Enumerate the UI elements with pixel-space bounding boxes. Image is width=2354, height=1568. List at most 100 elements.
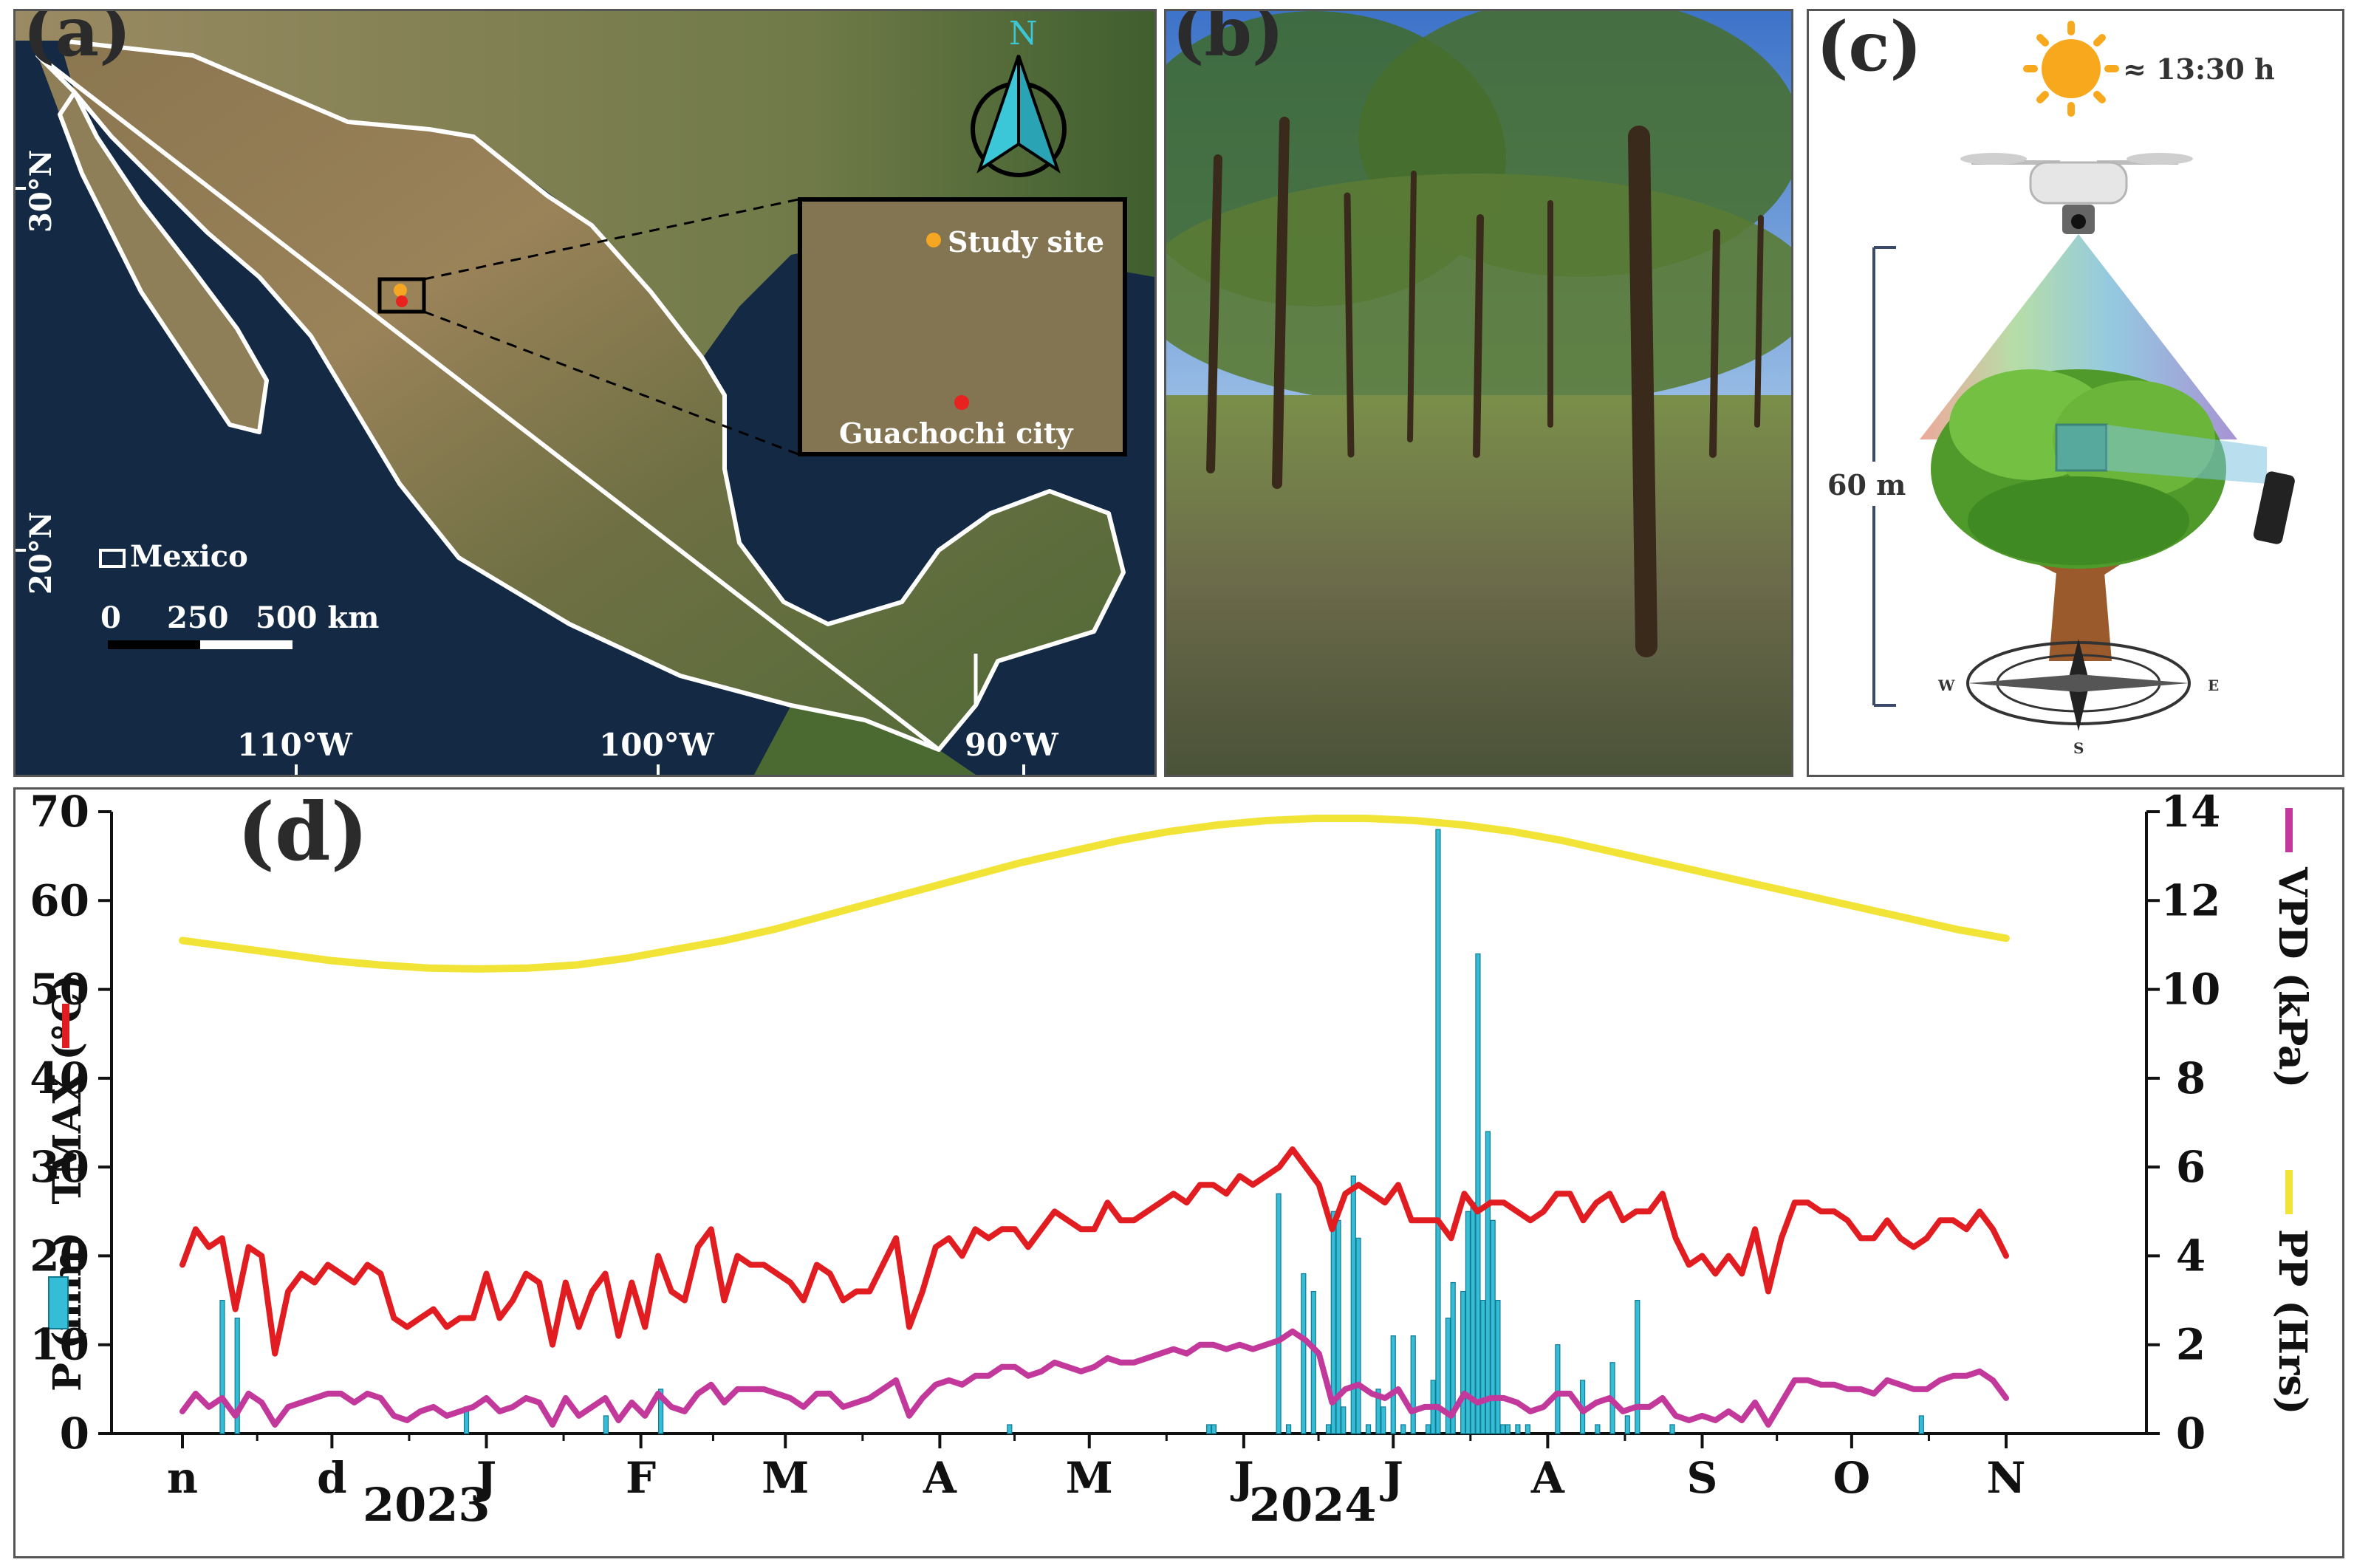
x-tick-label: M bbox=[762, 1453, 809, 1503]
sun-icon bbox=[2023, 21, 2119, 117]
study-site-box bbox=[377, 277, 426, 314]
inset-city-marker bbox=[954, 395, 969, 410]
panel-b-photo: (b) bbox=[1164, 9, 1793, 777]
drone-icon bbox=[1960, 153, 2193, 234]
precip-bar bbox=[1555, 1344, 1561, 1434]
x-tick-label: d bbox=[317, 1453, 347, 1503]
phone-beam bbox=[2107, 425, 2267, 484]
precip-bar bbox=[1301, 1273, 1307, 1434]
scale-label-0: 0 bbox=[100, 600, 121, 635]
city-marker bbox=[396, 295, 408, 307]
precip-bar bbox=[1390, 1335, 1396, 1434]
left-tick-label: 40 bbox=[30, 1053, 89, 1103]
lon-label-90: 90°W bbox=[965, 727, 1058, 763]
precip-bar bbox=[1350, 1175, 1356, 1434]
height-label: 60 m bbox=[1827, 468, 1906, 501]
precip-bar bbox=[1635, 1299, 1640, 1434]
x-tick-label: M bbox=[1066, 1453, 1113, 1503]
pp-line bbox=[179, 815, 2010, 973]
drone-diagram: (c) ≈ 13:30 h 60 m bbox=[1816, 11, 2295, 757]
north-label: N bbox=[1009, 15, 1038, 52]
precip-bar bbox=[1624, 1415, 1630, 1434]
panel-c-diagram: (c) ≈ 13:30 h 60 m bbox=[1807, 9, 2344, 777]
climate-chart: (d) P (mm) TMAX (°C) VPD (kPa) PP (Hrs) … bbox=[30, 790, 2315, 1532]
scale-label-250: 250 bbox=[167, 600, 229, 635]
tree-icon bbox=[1931, 369, 2226, 661]
precip-bar bbox=[1007, 1424, 1013, 1434]
x-tick-label: n bbox=[167, 1453, 198, 1503]
precip-bar bbox=[1460, 1290, 1466, 1434]
sample-box bbox=[2055, 423, 2108, 472]
left-axis-title: P (mm) TMAX (°C) bbox=[45, 974, 90, 1391]
precip-bar bbox=[1206, 1424, 1212, 1434]
year-label-2024: 2024 bbox=[1249, 1478, 1377, 1532]
precip-bar bbox=[1400, 1424, 1406, 1434]
precip-bar bbox=[1515, 1424, 1521, 1434]
compass-s: S bbox=[2073, 739, 2084, 757]
precip-bar bbox=[1375, 1389, 1381, 1434]
precip-bar bbox=[1480, 1299, 1486, 1434]
precip-bar bbox=[1425, 1424, 1431, 1434]
precip-bar bbox=[219, 1299, 225, 1434]
precip-bar bbox=[1505, 1424, 1511, 1434]
precip-bar bbox=[1365, 1424, 1372, 1434]
right-tick-label: 6 bbox=[2176, 1142, 2206, 1192]
inset-connector-bottom bbox=[423, 310, 799, 456]
scale-bar-white bbox=[200, 640, 292, 649]
precip-bar bbox=[234, 1318, 240, 1434]
precip-bar bbox=[1330, 1211, 1336, 1434]
x-tick-label: J bbox=[1380, 1453, 1403, 1503]
precip-bar bbox=[1211, 1424, 1217, 1434]
x-tick-label: S bbox=[1687, 1453, 1718, 1503]
precip-bar bbox=[1341, 1406, 1347, 1434]
compass-icon bbox=[1966, 639, 2191, 731]
lat-label-30: 30°N bbox=[24, 150, 58, 233]
p-legend-swatch bbox=[48, 1276, 69, 1329]
precip-bar bbox=[1500, 1424, 1506, 1434]
panel-c-letter: (c) bbox=[1816, 11, 1922, 86]
precip-bar bbox=[1465, 1211, 1471, 1434]
x-tick-label: A bbox=[1530, 1453, 1565, 1503]
right-axis-title: VPD (kPa) PP (Hrs) bbox=[2270, 808, 2315, 1414]
right-tick-label: 0 bbox=[2176, 1408, 2206, 1459]
right-tick-label: 2 bbox=[2176, 1320, 2206, 1370]
inset-site-label: Study site bbox=[948, 225, 1104, 259]
us-land bbox=[16, 11, 1154, 358]
panel-d-letter: (d) bbox=[237, 790, 369, 879]
border-south bbox=[937, 654, 978, 751]
right-tick-label: 8 bbox=[2176, 1053, 2206, 1103]
scale-label-500: 500 km bbox=[256, 600, 379, 635]
time-label: ≈ 13:30 h bbox=[2123, 52, 2275, 86]
scale-bar-black bbox=[108, 640, 200, 649]
tmax-line bbox=[179, 1146, 2009, 1357]
inset-city-label: Guachochi city bbox=[839, 417, 1073, 450]
x-tick-label: J bbox=[1230, 1453, 1253, 1503]
precip-bar bbox=[1595, 1424, 1601, 1434]
precip-bar bbox=[1485, 1131, 1491, 1434]
precip-bar bbox=[1475, 953, 1481, 1434]
site-marker bbox=[394, 284, 407, 297]
precip-bar bbox=[1276, 1193, 1282, 1434]
precip-bar bbox=[1380, 1406, 1386, 1434]
right-axis-label-pp: PP (Hrs) bbox=[2270, 1229, 2315, 1414]
legend-swatch bbox=[99, 549, 126, 568]
x-tick-label: A bbox=[923, 1453, 957, 1503]
vpd-line bbox=[179, 1328, 2009, 1428]
lon-label-110: 110°W bbox=[237, 727, 353, 763]
left-tick-label: 0 bbox=[60, 1408, 89, 1459]
precip-bar bbox=[1918, 1415, 1924, 1434]
left-tick-label: 10 bbox=[30, 1320, 89, 1370]
precip-bar bbox=[1285, 1424, 1292, 1434]
precip-bar bbox=[1495, 1299, 1501, 1434]
compass-e: E bbox=[2208, 677, 2219, 694]
panel-b-letter: (b) bbox=[1172, 11, 1284, 72]
precip-bar bbox=[603, 1415, 609, 1434]
left-tick-label: 60 bbox=[30, 875, 89, 925]
left-tick-label: 70 bbox=[30, 790, 89, 837]
right-axis-label-vpd: VPD (kPa) bbox=[2270, 866, 2315, 1088]
x-tick-label: O bbox=[1833, 1453, 1871, 1503]
legend-label: Mexico bbox=[130, 539, 248, 574]
precip-bar bbox=[658, 1389, 664, 1434]
right-tick-label: 12 bbox=[2161, 875, 2221, 925]
panel-a-letter: (a) bbox=[23, 11, 131, 72]
